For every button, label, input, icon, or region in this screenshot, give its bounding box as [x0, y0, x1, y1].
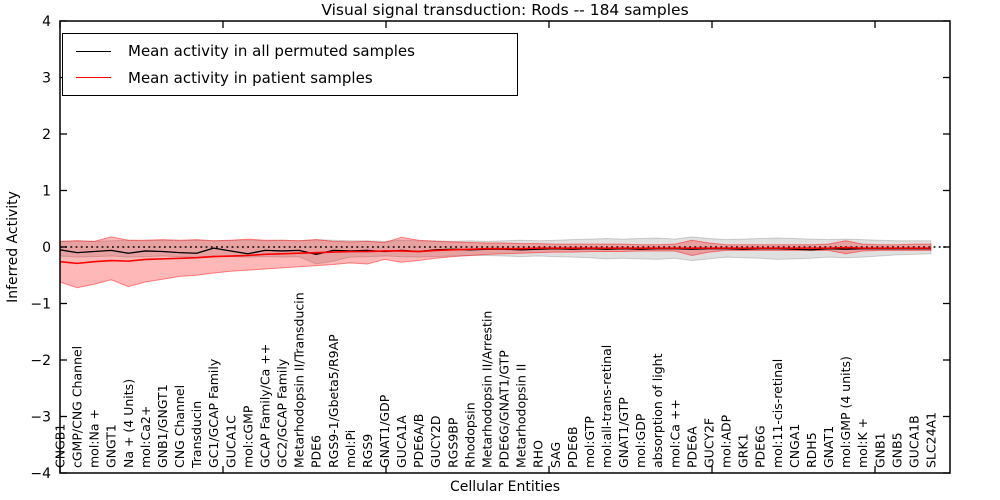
x-category-label: GC2/GCAP Family [275, 358, 290, 468]
x-category-label: PDE6A/B [411, 414, 426, 468]
y-tick-label: −4 [30, 466, 51, 482]
x-category-label: mol:Ca ++ [667, 399, 682, 468]
x-category-label: CNGB1 [53, 424, 68, 468]
x-category-label: absorption of light [650, 353, 665, 468]
x-category-label: RHO [531, 440, 546, 468]
x-category-label: mol:GTP [582, 416, 597, 468]
x-category-label: GNB5 [889, 432, 904, 468]
x-category-label: GUCY2D [428, 415, 443, 468]
x-category-label: RDH5 [804, 432, 819, 468]
x-category-label: PDE6G/GNAT1/GTP [497, 350, 512, 468]
patient-range-band [59, 236, 932, 289]
x-category-label: GUCA1B [906, 415, 921, 468]
legend-label-patient: Mean activity in patient samples [128, 68, 373, 87]
chart-title: Visual signal transduction: Rods -- 184 … [321, 1, 689, 19]
x-category-label: PDE6B [565, 426, 580, 468]
y-tick-label: 1 [42, 184, 51, 200]
y-tick-label: 4 [42, 14, 51, 30]
x-category-label: GUCY2F [701, 418, 716, 468]
x-category-label: SAG [548, 442, 563, 468]
x-category-label: mol:ADP [719, 414, 734, 468]
legend: Mean activity in all permuted samples Me… [62, 33, 518, 96]
y-tick-label: −2 [30, 353, 51, 369]
x-category-label: Na + (4 Units) [121, 379, 136, 468]
x-category-label: mol:all-trans-retinal [599, 345, 614, 468]
x-category-label: mol:GDP [633, 413, 648, 468]
x-category-label: mol:GMP (4 units) [838, 356, 853, 468]
y-tick-label: 2 [42, 127, 51, 143]
x-axis-label: Cellular Entities [449, 479, 561, 495]
x-category-label: GNAT1/GDP [377, 394, 392, 468]
y-tick-label: 3 [42, 71, 51, 87]
permuted-line-swatch [76, 50, 111, 52]
x-category-label: GC1/GCAP Family [206, 358, 221, 468]
x-category-label: PDE6 [309, 435, 324, 468]
x-category-label: RGS9-1/Gbeta5/R9AP [326, 334, 341, 468]
x-category-label: mol:Ca2+ [138, 406, 153, 468]
x-category-label: GNB1 [872, 432, 887, 468]
x-category-label: SLC24A1 [924, 412, 939, 468]
y-tick-label: −3 [30, 410, 51, 426]
x-category-label: mol:cGMP [240, 405, 255, 468]
x-category-label: GNGT1 [104, 424, 119, 468]
x-category-label: RGS9BP [445, 417, 460, 468]
x-category-label: CNG Channel [172, 385, 187, 468]
x-category-label: GUCA1A [394, 415, 409, 468]
x-category-label: CNGA1 [787, 424, 802, 468]
x-category-label: Metarhodopsin II [514, 364, 529, 468]
x-category-label: Metarhodopsin II/Arrestin [479, 311, 494, 468]
x-ticks [59, 21, 876, 473]
x-category-label: mol:K + [855, 418, 870, 468]
x-category-label: GRK1 [736, 433, 751, 468]
x-category-label: mol:11-cis-retinal [770, 359, 785, 468]
x-category-label: mol:Pi [343, 430, 358, 468]
permuted-range-band [59, 236, 932, 265]
x-category-label: GUCA1C [223, 415, 238, 468]
x-category-label: GNAT1/GTP [616, 397, 631, 468]
legend-entry-patient: Mean activity in patient samples [76, 65, 517, 91]
x-category-label: GNAT1 [821, 426, 836, 468]
y-tick-label: −1 [30, 297, 51, 313]
x-category-label: Transducin [189, 401, 204, 469]
x-category-label: RGS9 [360, 434, 375, 468]
patient-mean-line [59, 246, 931, 265]
y-tick-label: 0 [42, 240, 51, 256]
legend-entry-permuted: Mean activity in all permuted samples [76, 38, 517, 64]
x-category-label: PDE6G [753, 425, 768, 468]
y-ticks: 4 3 2 1 0 −1 −2 −3 −4 [30, 14, 950, 482]
x-category-label: mol:Na + [87, 409, 102, 468]
patient-line-swatch [76, 77, 111, 79]
x-category-label: Rhodopsin [462, 402, 477, 468]
x-category-labels: CNGB1 cGMP/CNG Channel mol:Na + GNGT1 Na + (… [53, 292, 939, 469]
x-category-label: GCAP Family/Ca ++ [257, 344, 272, 468]
x-category-label: cGMP/CNG Channel [70, 346, 85, 468]
x-category-label: PDE6A [684, 426, 699, 468]
legend-label-permuted: Mean activity in all permuted samples [128, 42, 415, 61]
x-category-label: Metarhodopsin II/Transducin [292, 292, 307, 468]
x-category-label: GNB1/GNGT1 [155, 384, 170, 468]
